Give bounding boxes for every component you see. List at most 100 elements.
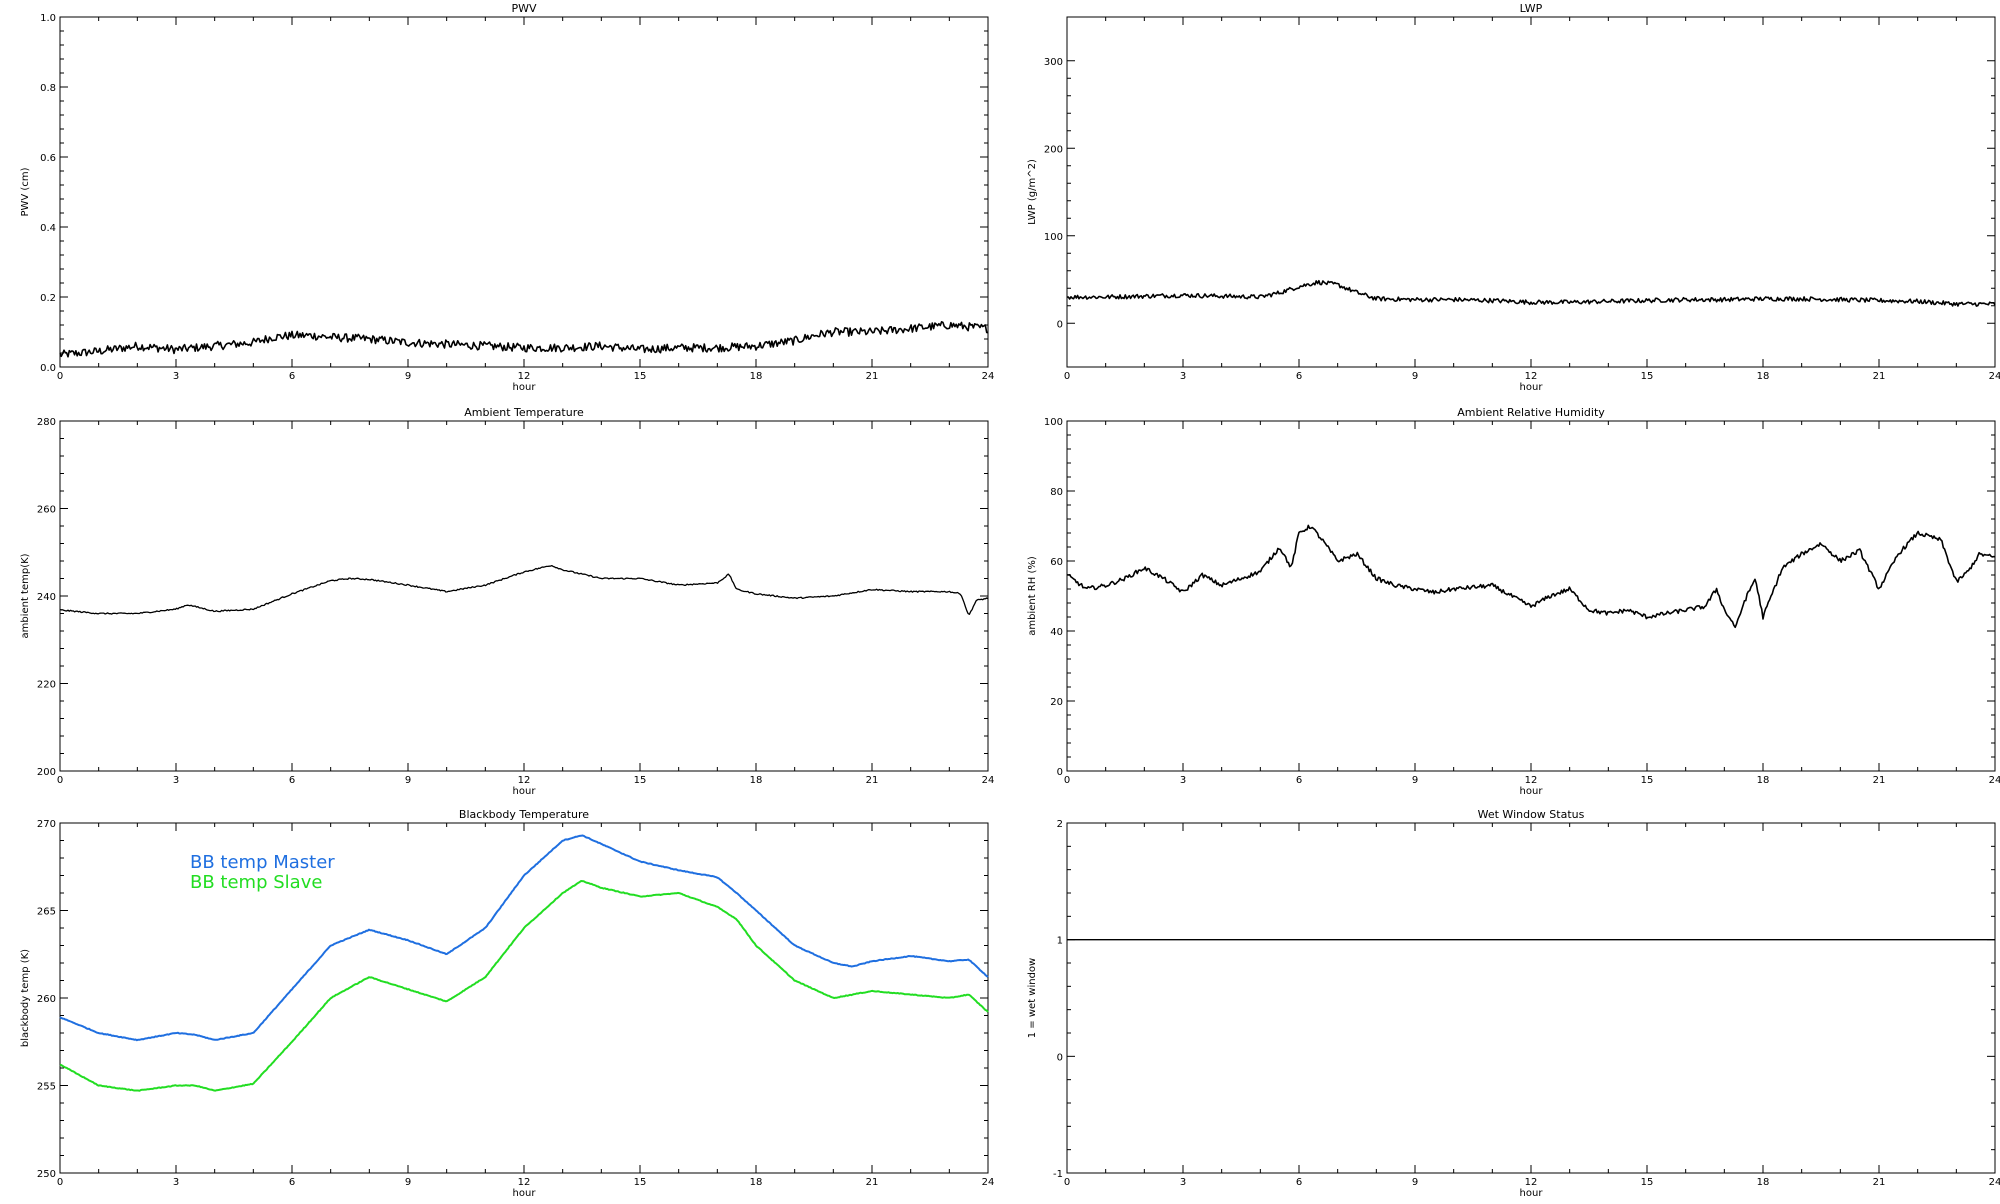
ambient-rh-xtick-label: 9 (1412, 775, 1418, 786)
pwv-xtick-label: 6 (289, 371, 295, 382)
lwp-xtick-label: 9 (1412, 371, 1418, 382)
ambient-temp-ylabel: ambient temp(K) (20, 553, 31, 638)
ambient-temp-ytick-label: 200 (37, 767, 56, 778)
pwv-title: PWV (511, 2, 537, 15)
ambient-temp-xtick-label: 18 (750, 775, 763, 786)
wet-window-ytick-label: 2 (1057, 819, 1063, 830)
blackbody-temp-ytick-label: 265 (37, 907, 56, 918)
lwp-chart: LWP 0 3 6 9 12 15 18 21 24 0 100 200 300 hour LWP (g/m^… (1027, 2, 2000, 393)
blackbody-temp-xtick-label: 21 (866, 1177, 879, 1188)
ambient-temp-plot-frame (59, 420, 989, 772)
pwv-xtick-label: 15 (634, 371, 647, 382)
blackbody-temp-ytick-label: 255 (37, 1082, 56, 1093)
blackbody-temp-xtick-label: 12 (518, 1177, 531, 1188)
ambient-rh-xtick-label: 12 (1525, 775, 1538, 786)
ambient-temp-xtick-label: 24 (982, 775, 995, 786)
lwp-series-line (1066, 279, 1996, 307)
ambient-rh-ytick-label: 20 (1050, 697, 1063, 708)
ambient-rh-ylabel: ambient RH (%) (1027, 556, 1038, 636)
pwv-series-line (59, 320, 989, 358)
blackbody-temp-title: Blackbody Temperature (459, 808, 589, 821)
blackbody-temp-xtick-label: 9 (405, 1177, 411, 1188)
wet-window-xtick-label: 24 (1989, 1177, 2000, 1188)
blackbody-temp-chart: Blackbody Temperature 0 3 6 9 12 15 18 21 24 250 25… (20, 808, 994, 1199)
ambient-temp-xtick-label: 21 (866, 775, 879, 786)
blackbody-temp-xlabel: hour (513, 1188, 537, 1199)
ambient-rh-chart: Ambient Relative Humidity 0 3 6 9 12 15 18 21 24 0… (1027, 406, 2000, 797)
wet-window-xtick-label: 3 (1180, 1177, 1186, 1188)
lwp-xtick-label: 24 (1989, 371, 2000, 382)
lwp-xtick-label: 18 (1757, 371, 1770, 382)
ambient-temp-series-line (59, 564, 989, 615)
wet-window-xtick-label: 18 (1757, 1177, 1770, 1188)
ambient-rh-xtick-label: 3 (1180, 775, 1186, 786)
wet-window-xtick-label: 15 (1641, 1177, 1654, 1188)
ambient-rh-plot-frame (1066, 420, 1996, 772)
ambient-rh-ytick-label: 0 (1057, 767, 1063, 778)
ambient-temp-xtick-label: 0 (57, 775, 63, 786)
pwv-chart: PWV 0 3 6 9 12 15 18 21 24 0.0 0.2 0.4 0.6 0.8 1.0 hour P… (20, 2, 994, 393)
wet-window-xtick-label: 21 (1873, 1177, 1886, 1188)
ambient-temp-xtick-label: 3 (173, 775, 179, 786)
ambient-rh-xlabel: hour (1520, 786, 1544, 797)
lwp-xlabel: hour (1520, 382, 1544, 393)
pwv-ytick-label: 0.6 (40, 153, 56, 164)
pwv-xlabel: hour (513, 382, 537, 393)
ambient-rh-xtick-label: 18 (1757, 775, 1770, 786)
wet-window-title: Wet Window Status (1478, 808, 1585, 821)
ambient-rh-xtick-label: 21 (1873, 775, 1886, 786)
wet-window-xtick-label: 12 (1525, 1177, 1538, 1188)
lwp-xtick-label: 21 (1873, 371, 1886, 382)
blackbody-temp-ytick-label: 250 (37, 1169, 56, 1180)
blackbody-temp-series-line-bb-temp-slave (59, 880, 989, 1092)
blackbody-temp-ylabel: blackbody temp (K) (20, 949, 31, 1047)
lwp-ytick-label: 300 (1044, 57, 1063, 68)
blackbody-temp-ytick-label: 270 (37, 819, 56, 830)
lwp-xtick-label: 6 (1296, 371, 1302, 382)
ambient-temp-ytick-label: 280 (37, 417, 56, 428)
blackbody-temp-ytick-label: 260 (37, 994, 56, 1005)
lwp-xtick-label: 0 (1064, 371, 1070, 382)
ambient-rh-ytick-label: 100 (1044, 417, 1063, 428)
wet-window-xtick-label: 6 (1296, 1177, 1302, 1188)
ambient-temp-ytick-label: 220 (37, 680, 56, 691)
ambient-temp-ytick-label: 260 (37, 505, 56, 516)
ambient-rh-title: Ambient Relative Humidity (1457, 406, 1605, 419)
pwv-ytick-label: 0.2 (40, 293, 56, 304)
blackbody-temp-xtick-label: 18 (750, 1177, 763, 1188)
wet-window-xtick-label: 0 (1064, 1177, 1070, 1188)
wet-window-ytick-label: -1 (1053, 1169, 1063, 1180)
ambient-rh-xtick-label: 6 (1296, 775, 1302, 786)
blackbody-temp-xtick-label: 6 (289, 1177, 295, 1188)
wet-window-xlabel: hour (1520, 1188, 1544, 1199)
blackbody-temp-series-line-bb-temp-master (59, 834, 989, 1042)
lwp-ylabel: LWP (g/m^2) (1027, 159, 1038, 225)
ambient-temp-xlabel: hour (513, 786, 537, 797)
ambient-temp-ytick-label: 240 (37, 592, 56, 603)
wet-window-ylabel: 1 = wet window (1027, 958, 1038, 1038)
pwv-xtick-label: 24 (982, 371, 995, 382)
lwp-xtick-label: 12 (1525, 371, 1538, 382)
lwp-ytick-label: 100 (1044, 232, 1063, 243)
blackbody-temp-xtick-label: 24 (982, 1177, 995, 1188)
blackbody-temp-xtick-label: 3 (173, 1177, 179, 1188)
ambient-rh-ytick-label: 80 (1050, 487, 1063, 498)
ambient-temp-xtick-label: 15 (634, 775, 647, 786)
ambient-rh-xtick-label: 24 (1989, 775, 2000, 786)
ambient-rh-xtick-label: 15 (1641, 775, 1654, 786)
lwp-title: LWP (1520, 2, 1543, 15)
pwv-xtick-label: 9 (405, 371, 411, 382)
ambient-temp-xtick-label: 12 (518, 775, 531, 786)
pwv-xtick-label: 0 (57, 371, 63, 382)
pwv-xtick-label: 21 (866, 371, 879, 382)
lwp-xtick-label: 15 (1641, 371, 1654, 382)
pwv-ytick-label: 0.0 (40, 363, 56, 374)
wet-window-ytick-label: 0 (1057, 1052, 1063, 1063)
lwp-ytick-label: 200 (1044, 144, 1063, 155)
lwp-xtick-label: 3 (1180, 371, 1186, 382)
wet-window-ytick-label: 1 (1057, 936, 1063, 947)
blackbody-temp-xtick-label: 0 (57, 1177, 63, 1188)
ambient-rh-series-line (1066, 524, 1996, 629)
